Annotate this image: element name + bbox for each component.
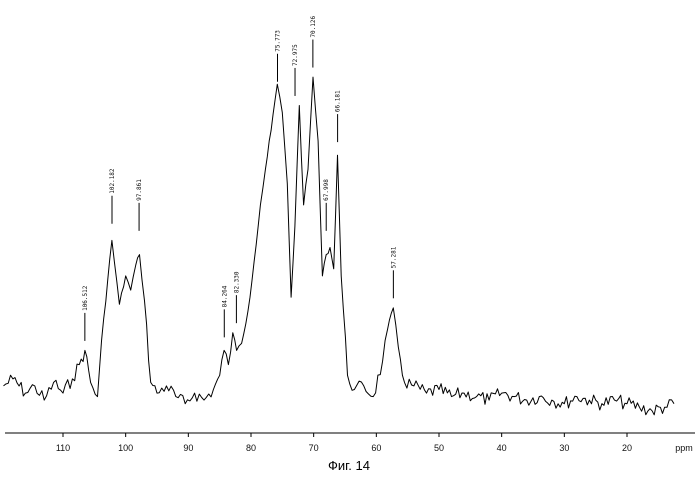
peak-label: 75.773 [274, 30, 281, 52]
peak-label: 106.512 [82, 285, 89, 311]
x-tick-label: 50 [434, 443, 444, 453]
x-tick-label: 110 [56, 443, 70, 453]
peak-label: 97.861 [136, 179, 143, 201]
figure-caption: Фиг. 14 [328, 458, 370, 473]
x-tick-label: 30 [559, 443, 569, 453]
x-axis-unit-label: ppm [675, 443, 693, 453]
peak-labels: 106.512 102.182 97.861 84.264 82.330 75.773 72… [82, 15, 398, 340]
x-tick-label: 70 [309, 443, 319, 453]
peak-label: 82.330 [233, 271, 240, 293]
peak-label: 84.264 [221, 285, 228, 307]
x-tick-label: 100 [118, 443, 133, 453]
peak-label: 102.182 [109, 168, 116, 194]
peak-label: 67.998 [323, 179, 330, 201]
peak-label: 70.126 [310, 15, 317, 37]
x-tick-label: 90 [183, 443, 193, 453]
x-tick-label: 40 [497, 443, 507, 453]
x-axis-ticks: 110 100 90 80 70 60 50 40 30 20 [56, 433, 632, 453]
peak-label: 66.181 [335, 90, 342, 112]
x-tick-label: 60 [371, 443, 381, 453]
spectrum-trace [4, 77, 675, 415]
peak-label: 72.975 [292, 44, 299, 66]
x-tick-label: 80 [246, 443, 256, 453]
x-tick-label: 20 [622, 443, 632, 453]
peak-label: 57.281 [390, 246, 397, 268]
